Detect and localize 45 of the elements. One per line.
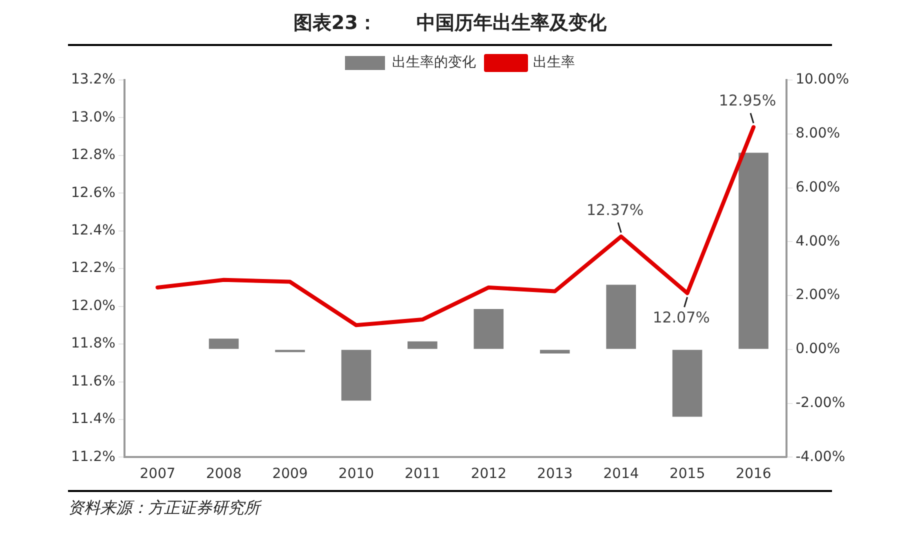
y-tick-label: 11.2% — [70, 448, 116, 465]
y-tick-label: 12.2% — [70, 260, 116, 276]
text: 资料来源：方正证券研究所 — [68, 498, 263, 519]
y-tick-label: 12.4% — [70, 222, 116, 239]
x-tick-label: 2013 — [537, 466, 573, 482]
y2-tick-label: 0.00% — [796, 341, 840, 358]
y-tick-label: 13.0% — [70, 109, 116, 126]
y2-tick-label: -4.00% — [796, 448, 846, 465]
x-tick-label: 2007 — [140, 466, 176, 482]
y-tick-label: 12.6% — [70, 184, 116, 201]
y-tick-label: 12.0% — [70, 298, 116, 314]
y-tick-label: 11.8% — [70, 336, 116, 352]
bar — [341, 350, 372, 401]
y2-tick-label: 8.00% — [796, 126, 840, 142]
bar — [275, 350, 305, 352]
y2-tick-label: -2.00% — [796, 394, 846, 411]
x-tick-label: 2012 — [470, 466, 506, 482]
legend-label: 出生率 — [533, 54, 575, 71]
y-tick-label: 13.2% — [70, 72, 116, 88]
x-tick-label: 2008 — [206, 466, 242, 482]
y2-tick-label: 4.00% — [796, 233, 840, 250]
data-label: 12.37% — [586, 200, 644, 219]
bar — [738, 152, 768, 349]
y-tick-label: 12.8% — [70, 147, 116, 164]
bar — [408, 341, 438, 349]
legend-label: 出生率的变化 — [392, 54, 476, 71]
x-tick-label: 2015 — [669, 466, 706, 482]
y2-tick-label: 6.00% — [796, 179, 840, 196]
x-tick-label: 2011 — [404, 466, 440, 482]
x-tick-label: 2014 — [603, 466, 639, 482]
y-tick-label: 11.6% — [70, 373, 116, 390]
data-label: 12.95% — [718, 92, 776, 110]
y2-tick-label: 2.00% — [796, 287, 840, 304]
x-tick-label: 2010 — [338, 466, 374, 482]
y2-tick-label: 10.00% — [796, 72, 850, 88]
y-tick-label: 11.4% — [70, 411, 116, 428]
bar — [208, 338, 239, 349]
bar — [606, 284, 636, 349]
x-tick-label: 2009 — [272, 466, 308, 482]
bar — [474, 309, 504, 349]
x-tick-label: 2016 — [736, 466, 772, 482]
data-label: 12.07% — [652, 308, 710, 327]
bar — [540, 350, 570, 354]
chart-title: 图表23： 中国历年出生率及变化 — [68, 8, 832, 46]
bar — [672, 350, 702, 417]
